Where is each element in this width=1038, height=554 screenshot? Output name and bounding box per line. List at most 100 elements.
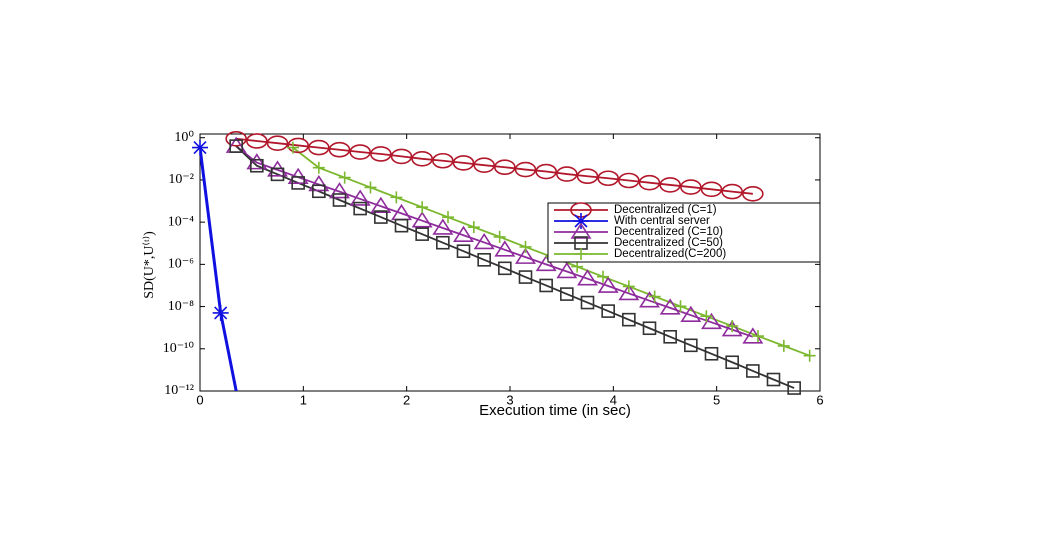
marker [726, 320, 739, 333]
marker [432, 152, 454, 169]
marker [467, 221, 480, 234]
y-tick-label: 10⁻¹² [164, 383, 194, 398]
marker [576, 168, 599, 185]
x-tick-label: 2 [403, 392, 410, 407]
marker [642, 321, 657, 336]
marker [411, 211, 433, 228]
marker [514, 161, 537, 178]
marker [575, 248, 587, 260]
marker [622, 312, 636, 327]
marker [570, 222, 592, 239]
legend-label: Decentralized (C=50) [614, 237, 723, 249]
marker [287, 137, 309, 154]
marker [308, 174, 330, 192]
marker [364, 181, 377, 194]
marker [597, 276, 619, 293]
marker [477, 253, 491, 267]
marker [370, 146, 392, 162]
marker [659, 177, 681, 193]
series-line [235, 145, 795, 389]
marker [225, 130, 247, 147]
marker [597, 270, 609, 283]
marker [436, 235, 450, 250]
marker [704, 346, 719, 361]
y-axis-label: SD(U*,U⁽ᵗ⁾) [142, 231, 157, 299]
marker [618, 283, 640, 301]
marker [766, 372, 781, 387]
x-tick-label: 0 [196, 392, 203, 407]
marker [580, 295, 595, 310]
marker [452, 155, 475, 171]
marker [332, 193, 347, 207]
marker [700, 181, 723, 198]
marker [453, 225, 474, 243]
series-line [200, 147, 238, 391]
marker [752, 330, 764, 343]
marker [270, 167, 285, 182]
marker [684, 338, 698, 353]
marker [192, 139, 208, 156]
marker [571, 260, 584, 273]
marker [560, 287, 574, 301]
marker [618, 172, 640, 189]
marker [473, 232, 495, 250]
marker [390, 191, 403, 204]
marker [622, 280, 635, 293]
x-tick-label: 5 [713, 392, 720, 407]
marker [746, 364, 760, 378]
y-tick-label: 10⁻² [168, 172, 194, 187]
marker [556, 261, 578, 279]
marker [725, 355, 739, 370]
marker [663, 329, 677, 344]
marker [411, 151, 433, 167]
legend-label: Decentralized (C=10) [614, 226, 723, 238]
marker [577, 269, 598, 286]
marker [573, 213, 589, 229]
marker [494, 159, 516, 176]
marker [416, 201, 429, 214]
marker [250, 158, 264, 173]
y-tick-label: 10⁻⁴ [168, 214, 194, 229]
legend: Decentralized (C=1)With central serverDe… [547, 202, 821, 263]
y-tick-label: 10⁰ [174, 130, 194, 145]
marker [374, 210, 388, 224]
marker [291, 176, 305, 190]
marker [329, 182, 350, 199]
x-tick-label: 3 [506, 392, 513, 407]
marker [391, 203, 412, 221]
marker [638, 174, 661, 191]
marker [349, 144, 371, 160]
marker [535, 163, 557, 180]
x-axis-label: Execution time (in sec) [479, 402, 631, 419]
marker [415, 227, 429, 241]
legend-label: With central server [614, 215, 710, 227]
marker [338, 171, 351, 184]
marker [349, 189, 371, 206]
marker [432, 218, 454, 235]
marker [700, 310, 713, 323]
marker [721, 320, 743, 337]
marker [287, 141, 299, 154]
marker [519, 240, 532, 253]
marker [498, 261, 512, 276]
marker [680, 305, 702, 323]
marker [803, 349, 816, 362]
marker [328, 141, 351, 158]
marker [494, 240, 516, 257]
marker [353, 201, 367, 216]
marker [539, 278, 553, 293]
marker [308, 139, 330, 156]
marker [680, 179, 702, 195]
legend-label: Decentralized (C=1) [614, 204, 717, 216]
marker [535, 254, 557, 272]
x-tick-label: 4 [610, 392, 617, 407]
marker [266, 135, 289, 151]
marker [456, 244, 471, 259]
marker [515, 247, 536, 264]
marker [721, 183, 743, 200]
marker [473, 157, 495, 173]
marker [312, 161, 325, 174]
marker [787, 381, 801, 395]
marker [394, 218, 409, 233]
marker [212, 304, 229, 321]
